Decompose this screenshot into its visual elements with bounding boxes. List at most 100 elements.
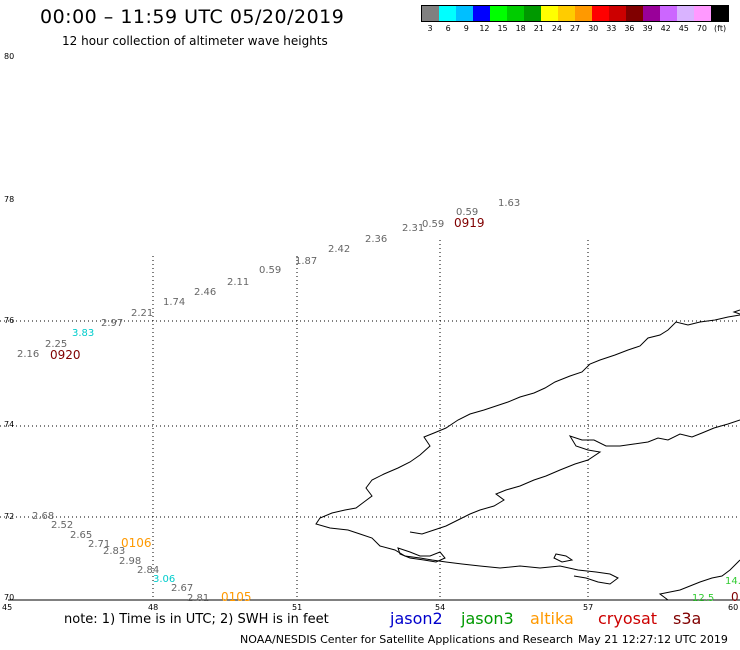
wave-value: 2.31 [402,223,424,234]
color-swatch [439,6,456,21]
island-south [397,547,446,563]
track-3-value: 12.5 [692,593,714,604]
track-3-time: 0 [731,590,739,604]
wave-value-highlight: 3.83 [72,328,94,339]
lon-label-60: 60 [728,603,738,612]
track-2-time-end: 0105 [221,590,252,604]
graticule [0,240,740,600]
lat-label-80: 80 [4,52,14,61]
color-swatch [473,6,490,21]
color-swatch [524,6,541,21]
track-1-values: 2.16 2.25 3.83 2.97 2.21 1.74 2.46 2.11 … [17,198,520,360]
wave-value: 2.98 [119,556,141,567]
color-scale-label: 70 [696,24,708,33]
lat-label-72: 72 [4,512,14,521]
wave-value: 2.11 [227,277,249,288]
track-3-value: 14. [725,576,740,587]
wave-value: 0.59 [422,219,444,230]
wave-value: 2.52 [51,520,73,531]
color-swatch [609,6,626,21]
color-scale-label: 21 [533,24,544,33]
footer-credit: NOAA/NESDIS Center for Satellite Applica… [240,633,574,646]
lon-label-51: 51 [292,603,302,612]
legend-jason2: jason2 [390,609,443,628]
color-swatches [421,5,729,22]
wave-value: 0.59 [456,207,478,218]
color-swatch [422,6,439,21]
map-title: 00:00 – 11:59 UTC 05/20/2019 [40,6,345,28]
color-swatch [541,6,558,21]
color-scale-label: 45 [678,24,689,33]
wave-value-highlight: 3.06 [153,574,175,585]
wave-value: 2.46 [194,287,216,298]
color-scale-label: 12 [479,24,490,33]
color-swatch [592,6,609,21]
color-scale-label: 15 [497,24,508,33]
color-scale-label: (ft) [714,24,727,33]
color-scale-label: 42 [660,24,671,33]
color-scale-label: 27 [569,24,581,33]
greenland-coastline [315,309,740,601]
legend-altika: altika [530,609,574,628]
wave-value: 2.65 [70,530,92,541]
footer-note: note: 1) Time is in UTC; 2) SWH is in fe… [64,612,329,627]
wave-value: 0.59 [259,265,281,276]
coastline-north-tip [732,309,740,315]
color-swatch [677,6,694,21]
color-scale-label: 30 [588,24,599,33]
map-subtitle: 12 hour collection of altimeter wave hei… [62,34,328,48]
color-scale-label: 9 [463,24,469,33]
color-swatch [507,6,524,21]
color-scale-label: 3 [427,24,433,33]
wave-value: 2.97 [101,318,123,329]
coastline-southeast [658,559,740,601]
coastline-main [315,314,740,585]
wave-value: 1.87 [295,256,317,267]
wave-height-color-scale: 3 6 9 12 15 18 21 24 27 30 33 36 39 42 45 70 (ft) [421,5,729,33]
wave-value: 1.63 [498,198,520,209]
wave-value: 2.21 [131,308,153,319]
island-small [553,553,574,563]
color-scale-label: 36 [624,24,635,33]
color-swatch [490,6,507,21]
legend-s3a: s3a [673,609,702,628]
lon-label-45: 45 [2,603,12,612]
color-swatch [575,6,592,21]
track-1-time-start: 0920 [50,348,81,362]
wave-value: 2.67 [171,583,193,594]
track-1-time-end: 0919 [454,216,485,230]
wave-value: 2.42 [328,244,350,255]
wave-value: 2.83 [103,546,125,557]
wave-value: 2.68 [32,511,54,522]
color-swatch [711,6,728,21]
color-scale-label: 24 [551,24,563,33]
legend-cryosat: cryosat [598,609,658,628]
wave-value: 2.36 [365,234,387,245]
wave-value: 2.81 [187,593,209,604]
track-2-time-start: 0106 [121,536,152,550]
color-swatch [456,6,473,21]
lat-label-74: 74 [4,420,14,429]
coastline-fjords-east [409,419,740,535]
lon-label-48: 48 [148,603,158,612]
color-scale-label: 18 [515,24,526,33]
color-swatch [626,6,643,21]
lat-label-78: 78 [4,195,14,204]
legend-jason3: jason3 [461,609,514,628]
color-swatch [694,6,711,21]
wave-value: 2.25 [45,339,67,350]
lat-label-76: 76 [4,316,14,325]
wave-value: 2.16 [17,349,39,360]
lon-label-57: 57 [583,603,593,612]
color-swatch [558,6,575,21]
wave-value: 2.71 [88,539,110,550]
color-swatch [660,6,677,21]
lat-label-70: 70 [4,593,14,602]
wave-value: 2.84 [137,565,159,576]
color-scale-label: 33 [606,24,617,33]
color-swatch [643,6,660,21]
lon-label-54: 54 [435,603,445,612]
footer-timestamp: May 21 12:27:12 UTC 2019 [578,633,728,646]
track-2-values: 2.68 2.52 2.65 2.71 2.83 2.98 2.84 3.06 … [32,511,209,604]
